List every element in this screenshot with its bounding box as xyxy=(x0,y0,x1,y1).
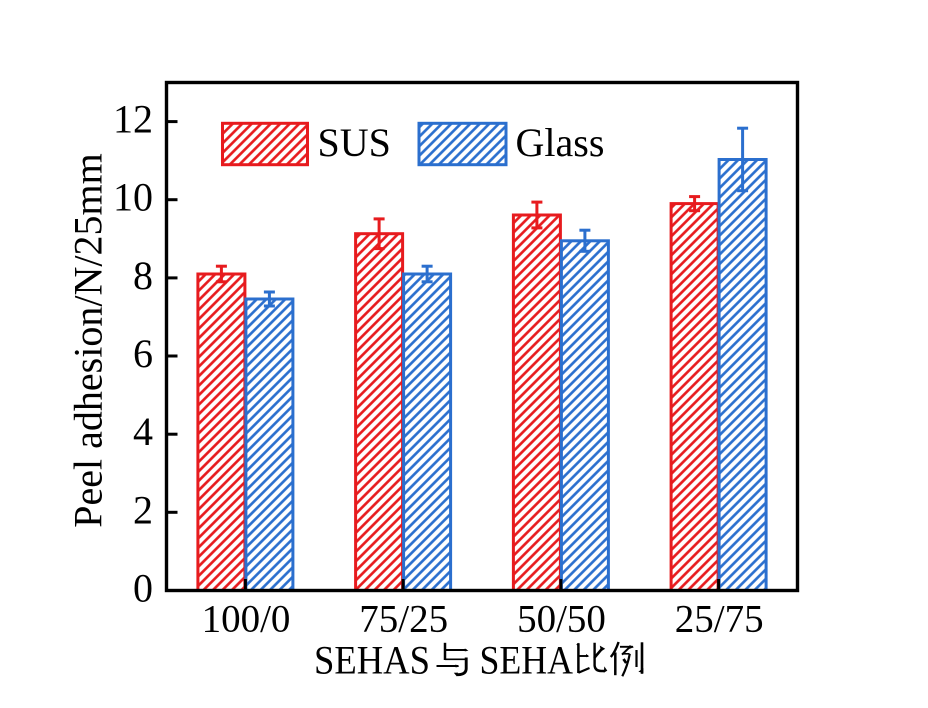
svg-text:Peel adhesion/N/25mm: Peel adhesion/N/25mm xyxy=(66,153,111,527)
svg-text:2: 2 xyxy=(133,487,153,532)
svg-text:75/25: 75/25 xyxy=(359,598,448,641)
svg-text:50/50: 50/50 xyxy=(517,598,606,641)
svg-text:6: 6 xyxy=(133,331,153,376)
svg-text:Glass: Glass xyxy=(516,120,605,165)
svg-text:SEHAS: SEHAS xyxy=(314,638,430,683)
svg-text:SUS: SUS xyxy=(318,120,391,165)
svg-text:8: 8 xyxy=(133,253,153,298)
svg-text:12: 12 xyxy=(113,97,153,142)
svg-text:4: 4 xyxy=(133,409,153,454)
svg-text:100/0: 100/0 xyxy=(202,598,291,641)
svg-text:25/75: 25/75 xyxy=(675,598,764,641)
svg-text:0: 0 xyxy=(133,566,153,611)
svg-text:10: 10 xyxy=(113,175,153,220)
svg-text:SEHA: SEHA xyxy=(480,638,574,683)
